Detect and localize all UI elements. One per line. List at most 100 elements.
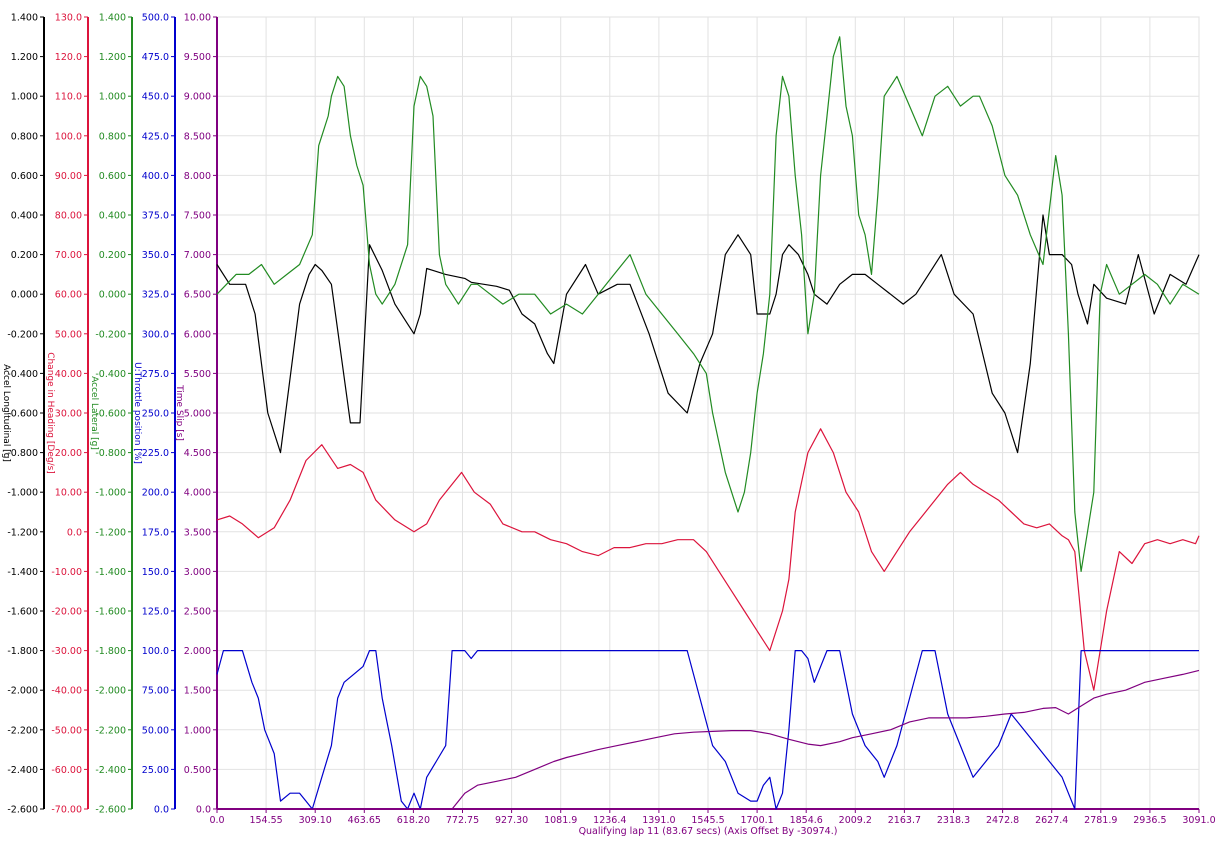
y-tick-label: 1.200 (99, 52, 126, 63)
y-tick-label: 1.000 (184, 725, 211, 736)
y-tick-label: 75.00 (142, 686, 169, 697)
y-tick-label: 9.000 (184, 92, 211, 103)
y-axis-title: Accel Longitudinal [g] (1, 364, 11, 462)
x-tick-label: 2781.9 (1084, 815, 1117, 826)
y-tick-label: 475.0 (142, 52, 169, 63)
series-layer (216, 36, 1200, 810)
y-tick-label: 0.0 (67, 527, 82, 538)
grid-layer (216, 16, 1200, 810)
x-tick-label: 1854.6 (790, 815, 823, 826)
y-tick-label: 1.500 (184, 686, 211, 697)
x-tick-label: 1700.1 (740, 815, 773, 826)
y-tick-label: 100.0 (142, 646, 169, 657)
y-tick-label: 5.500 (184, 369, 211, 380)
x-tick-label: 309.10 (299, 815, 332, 826)
y-tick-label: -2.400 (7, 765, 38, 776)
y-tick-label: 0.800 (99, 131, 126, 142)
y-tick-label: 20.00 (55, 448, 82, 459)
y-tick-label: 0.400 (99, 211, 126, 222)
y-tick-label: 150.0 (142, 567, 169, 578)
x-tick-label: 2936.5 (1133, 815, 1166, 826)
x-tick-label: 463.65 (348, 815, 381, 826)
y-tick-label: 9.500 (184, 52, 211, 63)
x-tick-label: 0.0 (209, 815, 224, 826)
series-line-5 (217, 669, 1200, 810)
x-axis: 0.0 154.55 309.10 463.65 618.20 772.75 927.30 1… (209, 808, 1216, 826)
y-tick-label: -0.200 (95, 329, 126, 340)
y-tick-label: 0.200 (99, 250, 126, 261)
y-tick-label: 90.00 (55, 171, 82, 182)
y-tick-label: 325.0 (142, 290, 169, 301)
y-tick-label: 50.00 (55, 329, 82, 340)
x-tick-label: 154.55 (249, 815, 282, 826)
y-tick-label: 7.500 (184, 211, 211, 222)
y-tick-label: 0.400 (11, 211, 38, 222)
y-tick-label: 60.00 (55, 290, 82, 301)
y-tick-label: -60.00 (51, 765, 82, 776)
y-tick-label: 50.00 (142, 725, 169, 736)
y-axis-title: U:Throttle position [%] (132, 362, 142, 464)
x-tick-label: 618.20 (397, 815, 430, 826)
y-tick-label: 1.400 (99, 13, 126, 24)
y-tick-label: 0.000 (11, 290, 38, 301)
x-tick-label: 1236.4 (593, 815, 626, 826)
y-tick-label: 80.00 (55, 211, 82, 222)
y-tick-label: -1.000 (95, 488, 126, 499)
y-tick-label: 300.0 (142, 329, 169, 340)
y-tick-label: 0.000 (99, 290, 126, 301)
y-tick-label: 130.0 (55, 13, 82, 24)
y-tick-label: 225.0 (142, 448, 169, 459)
series-line-4 (216, 649, 1199, 810)
y-tick-label: 1.000 (11, 92, 38, 103)
y-tick-label: 30.00 (55, 409, 82, 420)
y-tick-label: -2.000 (95, 686, 126, 697)
y-tick-label: 4.500 (184, 448, 211, 459)
y-tick-label: 10.00 (184, 13, 211, 24)
y-tick-label: 0.600 (99, 171, 126, 182)
y-tick-label: 350.0 (142, 250, 169, 261)
x-tick-label: 3091.0 (1182, 815, 1215, 826)
y-tick-label: 0.500 (184, 765, 211, 776)
y-tick-label: 8.500 (184, 131, 211, 142)
y-tick-label: -1.200 (7, 527, 38, 538)
y-axis-1: 1.400 1.200 1.000 0.800 0.600 0.400 0.200 0.000… (1, 13, 45, 816)
y-tick-label: 6.500 (184, 290, 211, 301)
y-tick-label: 5.000 (184, 409, 211, 420)
y-tick-label: -50.00 (51, 725, 82, 736)
y-tick-label: 25.00 (142, 765, 169, 776)
series-line-3 (216, 36, 1200, 573)
y-tick-label: 0.800 (11, 131, 38, 142)
y-tick-label: 200.0 (142, 488, 169, 499)
y-tick-label: -1.400 (7, 567, 38, 578)
y-tick-label: 6.000 (184, 329, 211, 340)
y-tick-label: -1.800 (7, 646, 38, 657)
y-tick-label: -2.200 (95, 725, 126, 736)
y-tick-label: 4.000 (184, 488, 211, 499)
y-axis-title: Accel Lateral [g] (89, 376, 99, 450)
y-tick-label: 8.000 (184, 171, 211, 182)
y-tick-label: 10.00 (55, 488, 82, 499)
y-tick-label: -1.000 (7, 488, 38, 499)
y-tick-label: -2.200 (7, 725, 38, 736)
y-axis-title: Change in Heading [Deg/s] (45, 352, 55, 474)
x-tick-label: 927.30 (495, 815, 528, 826)
y-tick-label: 0.200 (11, 250, 38, 261)
x-tick-label: 1545.5 (691, 815, 724, 826)
y-tick-label: -20.00 (51, 607, 82, 618)
y-tick-label: -1.600 (7, 607, 38, 618)
y-axis-title: Time Slip [s] (174, 384, 184, 441)
y-tick-label: -2.000 (7, 686, 38, 697)
axes-layer: 1.400 1.200 1.000 0.800 0.600 0.400 0.200 0.000… (1, 13, 1216, 827)
y-tick-label: -1.800 (95, 646, 126, 657)
x-tick-label: 1081.9 (544, 815, 577, 826)
y-tick-label: 275.0 (142, 369, 169, 380)
x-tick-label: 2472.8 (986, 815, 1019, 826)
y-tick-label: 3.000 (184, 567, 211, 578)
y-tick-label: 375.0 (142, 211, 169, 222)
y-tick-label: 2.500 (184, 607, 211, 618)
y-axis-4: 500.0 475.0 450.0 425.0 400.0 375.0 350.0 325.0… (132, 13, 176, 816)
y-tick-label: -0.400 (7, 369, 38, 380)
y-tick-label: 500.0 (142, 13, 169, 24)
series-line-2 (216, 428, 1200, 691)
